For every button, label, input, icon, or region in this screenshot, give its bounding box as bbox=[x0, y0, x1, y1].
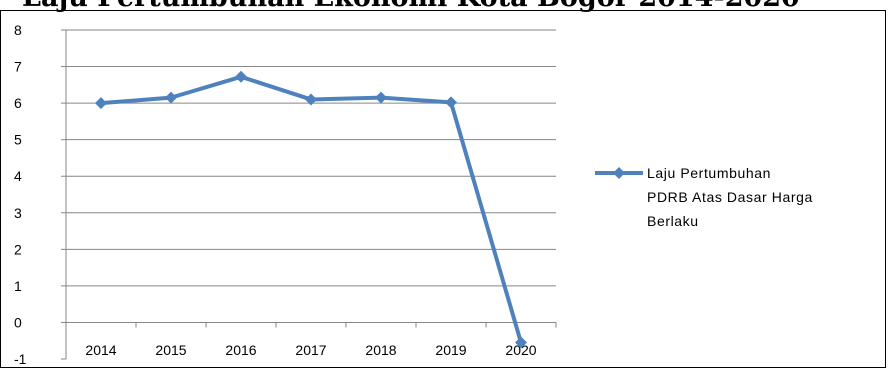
legend-label: Laju Pertumbuhan bbox=[647, 165, 771, 181]
y-tick-label: 3 bbox=[14, 205, 22, 221]
x-tick-label: 2016 bbox=[225, 342, 256, 358]
chart-border bbox=[0, 10, 886, 368]
x-tick-label: 2019 bbox=[435, 342, 466, 358]
y-tick-label: 6 bbox=[14, 95, 22, 111]
legend-label: PDRB Atas Dasar Harga bbox=[647, 189, 813, 205]
legend-label: Berlaku bbox=[647, 213, 699, 229]
y-tick-label: 1 bbox=[14, 278, 22, 294]
data-point bbox=[305, 93, 317, 106]
y-tick-label: 5 bbox=[14, 132, 22, 148]
data-point bbox=[165, 91, 177, 104]
y-tick-label: 7 bbox=[14, 59, 22, 75]
y-tick-label: 8 bbox=[14, 22, 22, 38]
data-point bbox=[235, 70, 247, 83]
y-tick-label: -1 bbox=[14, 351, 27, 367]
legend-marker bbox=[613, 167, 625, 179]
x-tick-label: 2017 bbox=[295, 342, 326, 358]
chart-title: Laju Pertumbuhan Ekonomi Kota Bogor 2014… bbox=[22, 0, 890, 13]
x-tick-label: 2020 bbox=[505, 342, 536, 358]
legend: Laju Pertumbuhan PDRB Atas Dasar Harga Ber… bbox=[595, 165, 813, 229]
y-tick-labels: -1 0 1 2 3 4 5 6 7 8 bbox=[14, 22, 27, 367]
data-point bbox=[375, 91, 387, 104]
series-line bbox=[100, 74, 523, 344]
gridlines bbox=[66, 29, 556, 287]
series-layer bbox=[95, 70, 527, 349]
y-tick-label: 4 bbox=[14, 168, 22, 184]
x-tick-label: 2015 bbox=[155, 342, 186, 358]
axes bbox=[61, 29, 557, 360]
x-tick-label: 2014 bbox=[85, 342, 116, 358]
x-tick-labels: 2014 2015 2016 2017 2018 2019 2020 bbox=[85, 342, 536, 358]
data-point bbox=[445, 96, 457, 109]
y-tick-label: 0 bbox=[14, 314, 22, 330]
y-tick-label: 2 bbox=[14, 241, 22, 257]
data-point bbox=[95, 97, 107, 110]
data-point bbox=[515, 336, 527, 349]
x-tick-label: 2018 bbox=[365, 342, 396, 358]
